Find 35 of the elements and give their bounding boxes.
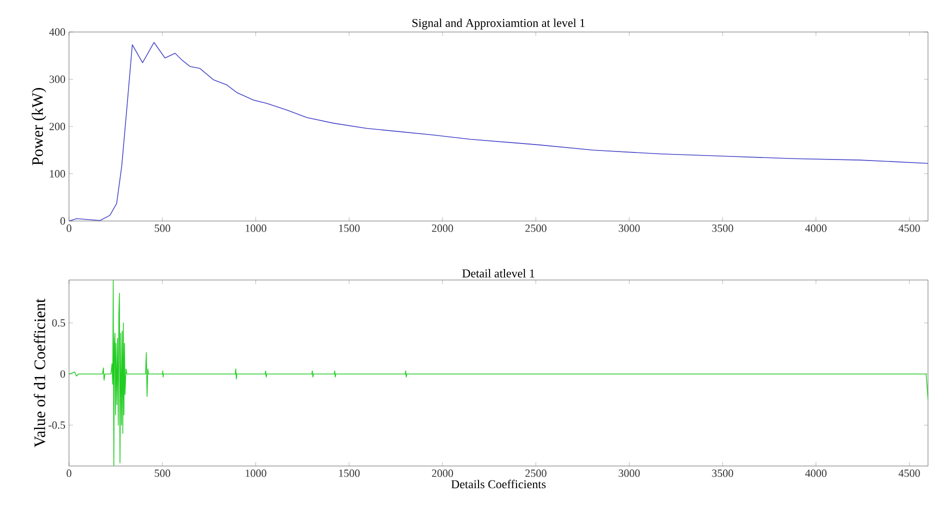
x-tick-label: 4500 xyxy=(898,470,920,477)
x-tick-label: 1000 xyxy=(246,470,266,477)
x-tick-label: 3500 xyxy=(712,224,734,232)
x-tick-label: 0 xyxy=(66,470,72,477)
x-tick-label: 4000 xyxy=(805,224,827,232)
x-tick-label: 2500 xyxy=(525,224,546,232)
x-tick-label: 1500 xyxy=(339,224,360,232)
chart-title: Detail atlevel 1 xyxy=(462,269,534,278)
x-tick-label: 3500 xyxy=(712,470,734,477)
y-tick-label: 100 xyxy=(50,170,66,178)
x-tick-label: 2000 xyxy=(432,470,454,477)
x-tick-label: 500 xyxy=(154,224,170,232)
y-tick-label: -0.5 xyxy=(48,421,66,429)
y-tick-label: 200 xyxy=(50,122,66,130)
y-tick-label: 0.5 xyxy=(52,319,66,327)
x-tick-label: 0 xyxy=(66,224,72,232)
x-tick-label: 3000 xyxy=(618,470,640,477)
line-series xyxy=(69,280,928,466)
line-series xyxy=(69,42,928,221)
x-tick-label: 1500 xyxy=(339,470,360,477)
x-tick-label: 2500 xyxy=(525,470,546,477)
chart-title: Signal and Approxiamtion at level 1 xyxy=(412,18,585,30)
x-tick-label: 3000 xyxy=(618,224,640,232)
y-tick-label: 0 xyxy=(60,217,66,225)
x-tick-label: 1000 xyxy=(246,224,266,232)
x-axis-title: Details Coefficients xyxy=(451,480,546,488)
x-tick-label: 4000 xyxy=(805,470,827,477)
x-tick-label: 2000 xyxy=(432,224,454,232)
y-tick-label: 0 xyxy=(60,370,66,378)
y-tick-label: 300 xyxy=(50,76,66,83)
y-axis-title: Power (kW) xyxy=(32,88,46,166)
y-tick-label: 400 xyxy=(49,28,66,36)
y-axis-title: Value of d1 Coefficient xyxy=(34,298,46,448)
x-tick-label: 4500 xyxy=(898,224,920,232)
x-tick-label: 500 xyxy=(154,470,170,477)
